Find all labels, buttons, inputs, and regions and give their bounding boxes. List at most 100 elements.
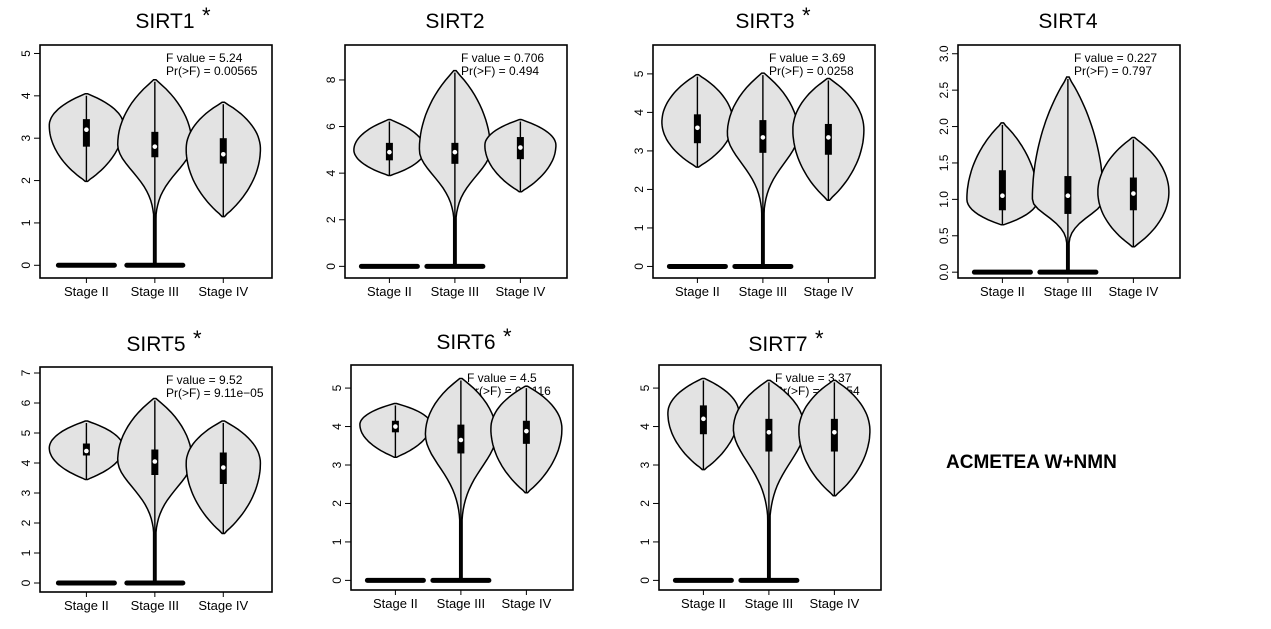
y-tick-label: 8: [324, 76, 338, 83]
y-tick-label: 3: [19, 489, 33, 496]
violin-median-point: [832, 430, 837, 435]
y-tick-label: 3: [632, 147, 646, 154]
y-tick-label: 4: [632, 109, 646, 116]
y-tick-label: 0: [330, 577, 344, 584]
plot-frame: [39, 366, 273, 593]
y-tick-label: 4: [330, 423, 344, 430]
y-tick-label: 3: [19, 135, 33, 142]
x-tick-label: Stage IV: [1108, 284, 1158, 299]
y-tick-label: 5: [632, 70, 646, 77]
violin-median-point: [701, 416, 706, 422]
violin-median-point: [84, 127, 89, 133]
y-tick-label: 0.0: [937, 264, 951, 281]
y-tick-label: 1.0: [937, 191, 951, 208]
x-tick-label: Stage III: [437, 596, 485, 611]
y-tick-label: 2: [632, 186, 646, 193]
violin-median-point: [152, 144, 158, 149]
x-tick-label: Stage IV: [803, 284, 853, 299]
x-tick-label: Stage II: [675, 284, 720, 299]
y-tick-label: 5: [19, 429, 33, 436]
chart-title: SIRT5: [126, 333, 185, 356]
x-tick-label: Stage IV: [809, 596, 859, 611]
x-tick-label: Stage II: [367, 284, 412, 299]
chart-title: SIRT6: [436, 331, 495, 354]
violin-median-point: [1065, 193, 1071, 199]
f-value-label: F value = 9.52: [166, 373, 243, 387]
y-tick-label: 2: [330, 500, 344, 507]
chart-title: SIRT3: [735, 10, 794, 33]
violin-median-point: [826, 135, 831, 140]
plot-frame: [652, 44, 876, 279]
y-tick-label: 2: [19, 177, 33, 184]
y-tick-label: 4: [19, 459, 33, 466]
p-value-label: Pr(>F) = 9.11e−05: [166, 386, 264, 400]
x-tick-label: Stage II: [64, 284, 109, 299]
f-value-label: F value = 0.227: [1074, 51, 1157, 65]
x-tick-label: Stage III: [1044, 284, 1092, 299]
x-tick-label: Stage IV: [501, 596, 551, 611]
x-tick-label: Stage IV: [495, 284, 545, 299]
y-tick-label: 3: [330, 461, 344, 468]
violin-median-point: [1131, 191, 1136, 196]
y-tick-label: 3: [638, 461, 652, 468]
x-tick-label: Stage IV: [198, 598, 248, 613]
figure-caption: ACMETEA W+NMN: [946, 452, 1117, 473]
y-tick-label: 0: [324, 263, 338, 270]
significance-star: *: [503, 324, 512, 349]
f-value-label: F value = 4.5: [467, 371, 537, 385]
violin-median-point: [695, 125, 700, 131]
p-value-label: Pr(>F) = 0.797: [1074, 64, 1152, 78]
chart-title: SIRT2: [425, 10, 484, 33]
plot-frame: [344, 44, 568, 279]
violin-median-point: [524, 428, 529, 434]
y-tick-label: 1: [19, 219, 33, 226]
violin-median-point: [220, 151, 226, 157]
x-tick-label: Stage II: [980, 284, 1025, 299]
x-tick-label: Stage II: [373, 596, 418, 611]
significance-star: *: [815, 326, 824, 351]
x-tick-label: Stage III: [739, 284, 787, 299]
significance-star: *: [193, 326, 202, 351]
y-tick-label: 0.5: [937, 227, 951, 244]
p-value-label: Pr(>F) = 0.00565: [166, 64, 258, 78]
y-tick-label: 2.0: [937, 118, 951, 135]
f-value-label: F value = 5.24: [166, 51, 243, 65]
y-tick-label: 2: [638, 500, 652, 507]
y-tick-label: 4: [638, 423, 652, 430]
chart-title: SIRT1: [135, 10, 194, 33]
y-tick-label: 0: [638, 577, 652, 584]
y-tick-label: 1: [19, 549, 33, 556]
violin-median-point: [766, 430, 772, 435]
violin-iqr-box: [998, 170, 1006, 211]
f-value-label: F value = 3.37: [775, 371, 852, 385]
y-tick-label: 4: [19, 92, 33, 99]
violin-median-point: [387, 149, 392, 155]
y-tick-label: 0: [19, 262, 33, 269]
violin-median-point: [452, 149, 458, 155]
y-tick-label: 1: [632, 224, 646, 231]
y-tick-label: 6: [19, 399, 33, 406]
y-tick-label: 5: [330, 384, 344, 391]
chart-panel-sirt6: SIRT6 *F value = 4.5Pr(>F) = 0.0116012345…: [330, 324, 574, 611]
chart-title: SIRT4: [1038, 10, 1097, 33]
significance-star: *: [802, 3, 811, 28]
plot-frame: [658, 364, 882, 591]
violin-median-point: [1000, 193, 1005, 199]
p-value-label: Pr(>F) = 0.0258: [769, 64, 854, 78]
plot-frame: [350, 364, 574, 591]
y-tick-label: 1: [330, 538, 344, 545]
violin-median-point: [760, 135, 766, 140]
y-tick-label: 6: [324, 123, 338, 130]
y-tick-label: 7: [19, 369, 33, 376]
violin-median-point: [393, 424, 398, 429]
violin-iqr-box: [830, 418, 838, 452]
violin-median-point: [152, 459, 158, 464]
violin-median-point: [518, 145, 523, 150]
y-tick-label: 2: [19, 519, 33, 526]
